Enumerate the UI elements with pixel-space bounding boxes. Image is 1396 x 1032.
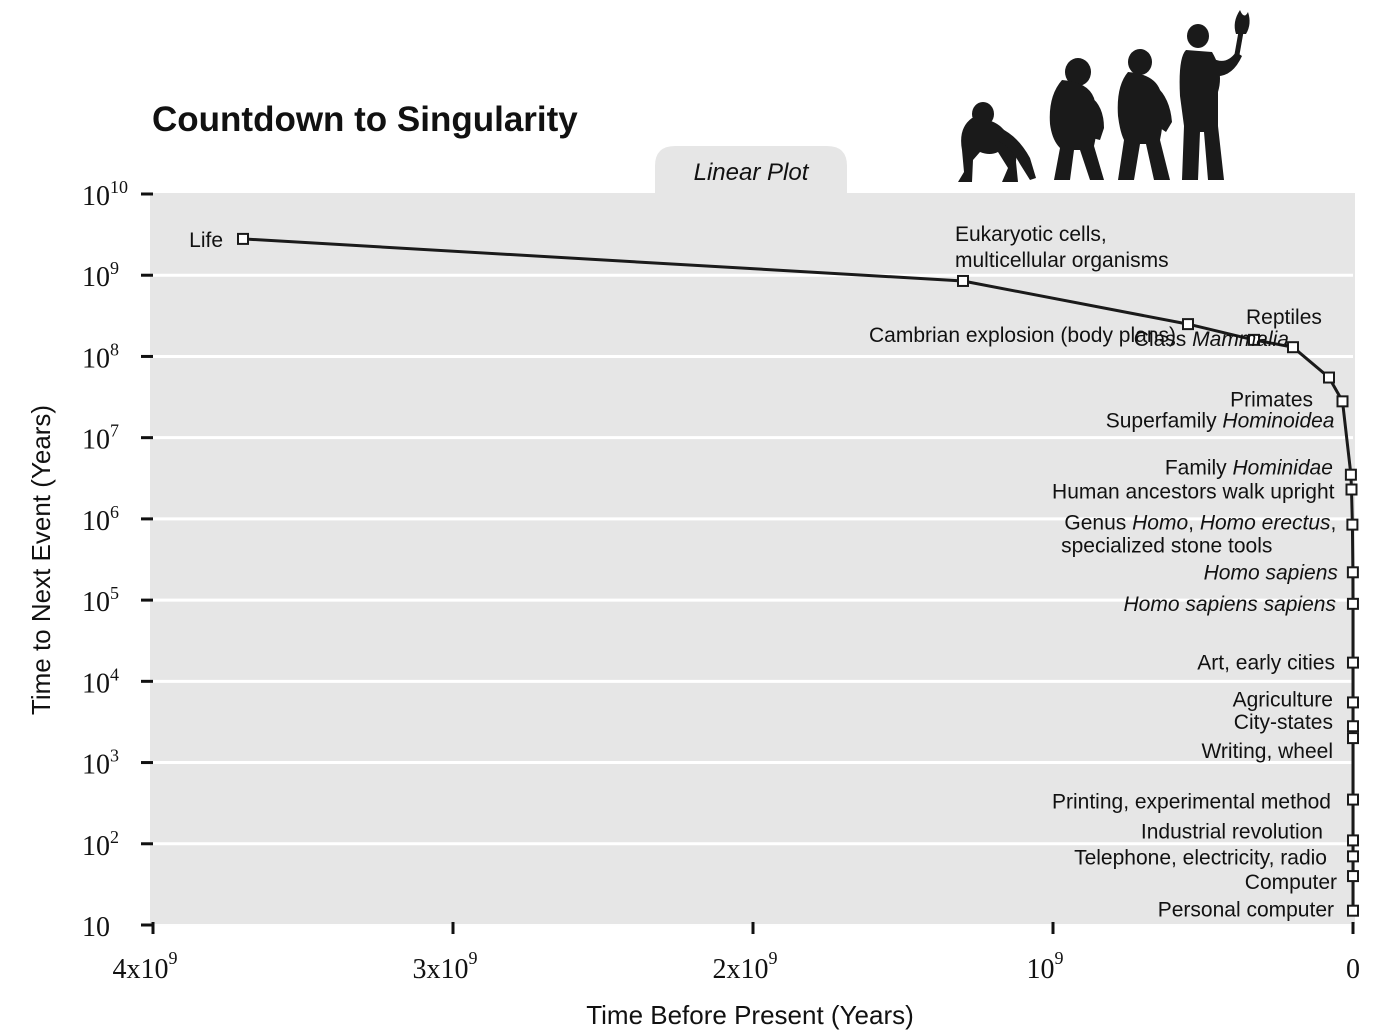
event-label: Primates bbox=[1230, 389, 1313, 412]
event-labels: Life Eukaryotic cells, multicellular organ… bbox=[189, 223, 1338, 922]
event-label: Art, early cities bbox=[1197, 652, 1335, 675]
data-point-marker bbox=[1346, 597, 1359, 610]
event-label: Superfamily Hominoidea bbox=[1106, 409, 1335, 432]
human-with-torch-silhouette-icon bbox=[1179, 10, 1250, 180]
event-label: Homo sapiens bbox=[1204, 561, 1339, 584]
y-tick-label: 1010 bbox=[82, 177, 128, 212]
data-point-marker bbox=[237, 232, 249, 245]
data-point-marker bbox=[1346, 732, 1359, 745]
data-point-marker bbox=[1336, 395, 1349, 408]
data-point-marker bbox=[1346, 656, 1359, 669]
march-of-progress-silhouettes-icon bbox=[958, 10, 1250, 182]
y-tick-label: 108 bbox=[82, 339, 119, 374]
data-markers bbox=[237, 232, 1359, 917]
y-tick-label: 104 bbox=[82, 664, 119, 699]
data-point-marker bbox=[1346, 518, 1359, 531]
event-label: City-states bbox=[1234, 711, 1333, 734]
data-point-marker bbox=[1346, 566, 1359, 579]
event-label: Eukaryotic cells, bbox=[955, 223, 1107, 246]
event-label: Personal computer bbox=[1158, 899, 1334, 922]
data-point-marker bbox=[957, 274, 969, 287]
event-label: Telephone, electricity, radio bbox=[1074, 846, 1327, 869]
y-tick-label: 10 bbox=[82, 912, 110, 943]
chart-title: Countdown to Singularity bbox=[152, 100, 578, 139]
y-tick-label: 103 bbox=[82, 746, 119, 781]
event-label: Homo sapiens sapiens bbox=[1124, 593, 1337, 616]
event-label: Life bbox=[189, 229, 223, 252]
event-label: Writing, wheel bbox=[1201, 740, 1333, 763]
x-tick-label: 2x109 bbox=[713, 948, 778, 985]
event-label: Cambrian explosion (body plans) bbox=[869, 324, 1176, 347]
data-point-marker bbox=[1346, 834, 1359, 847]
y-tick-label: 107 bbox=[82, 421, 119, 456]
gridlines bbox=[153, 273, 1353, 846]
event-label: Family Hominidae bbox=[1165, 457, 1333, 480]
hominid-silhouette-icon bbox=[1049, 58, 1104, 180]
data-point-marker bbox=[1346, 793, 1359, 806]
data-point-marker bbox=[1182, 318, 1194, 331]
data-point-marker bbox=[1347, 870, 1359, 883]
event-label: Computer bbox=[1245, 871, 1337, 894]
chart-subtitle: Linear Plot bbox=[694, 159, 810, 186]
subtitle-tab bbox=[655, 146, 847, 193]
event-label: Printing, experimental method bbox=[1052, 791, 1331, 814]
x-axis-label: Time Before Present (Years) bbox=[586, 1000, 914, 1030]
data-point-marker bbox=[1347, 904, 1359, 917]
ape-silhouette-icon bbox=[958, 102, 1036, 182]
x-tick-label: 109 bbox=[1027, 948, 1064, 985]
x-tick-label: 0 bbox=[1346, 954, 1360, 985]
event-label: Reptiles bbox=[1246, 306, 1322, 329]
data-point-marker bbox=[1248, 333, 1260, 346]
y-tick-label: 102 bbox=[82, 827, 119, 862]
event-label: Genus Homo, Homo erectus, bbox=[1064, 512, 1336, 535]
event-label: Class Mammalia bbox=[1134, 328, 1289, 351]
event-label: Agriculture bbox=[1233, 688, 1333, 711]
data-point-marker bbox=[1345, 483, 1358, 496]
event-label: Industrial revolution bbox=[1141, 820, 1323, 843]
data-point-marker bbox=[1347, 850, 1359, 863]
data-point-marker bbox=[1346, 720, 1359, 733]
x-tick-label: 4x109 bbox=[113, 948, 178, 985]
y-tick-label: 105 bbox=[82, 583, 119, 618]
data-point-marker bbox=[1323, 371, 1335, 384]
event-label: multicellular organisms bbox=[955, 249, 1169, 272]
plot-background bbox=[150, 193, 1355, 924]
event-label: Human ancestors walk upright bbox=[1052, 481, 1335, 504]
data-point-marker bbox=[1287, 341, 1299, 354]
y-axis-label: Time to Next Event (Years) bbox=[26, 405, 56, 715]
data-point-marker bbox=[1346, 696, 1359, 709]
y-tick-label: 109 bbox=[82, 258, 119, 293]
event-label: specialized stone tools bbox=[1061, 535, 1272, 558]
x-tick-label: 3x109 bbox=[413, 948, 478, 985]
data-point-marker bbox=[1344, 468, 1357, 481]
y-tick-label: 106 bbox=[82, 502, 119, 537]
early-human-silhouette-icon bbox=[1117, 49, 1172, 180]
